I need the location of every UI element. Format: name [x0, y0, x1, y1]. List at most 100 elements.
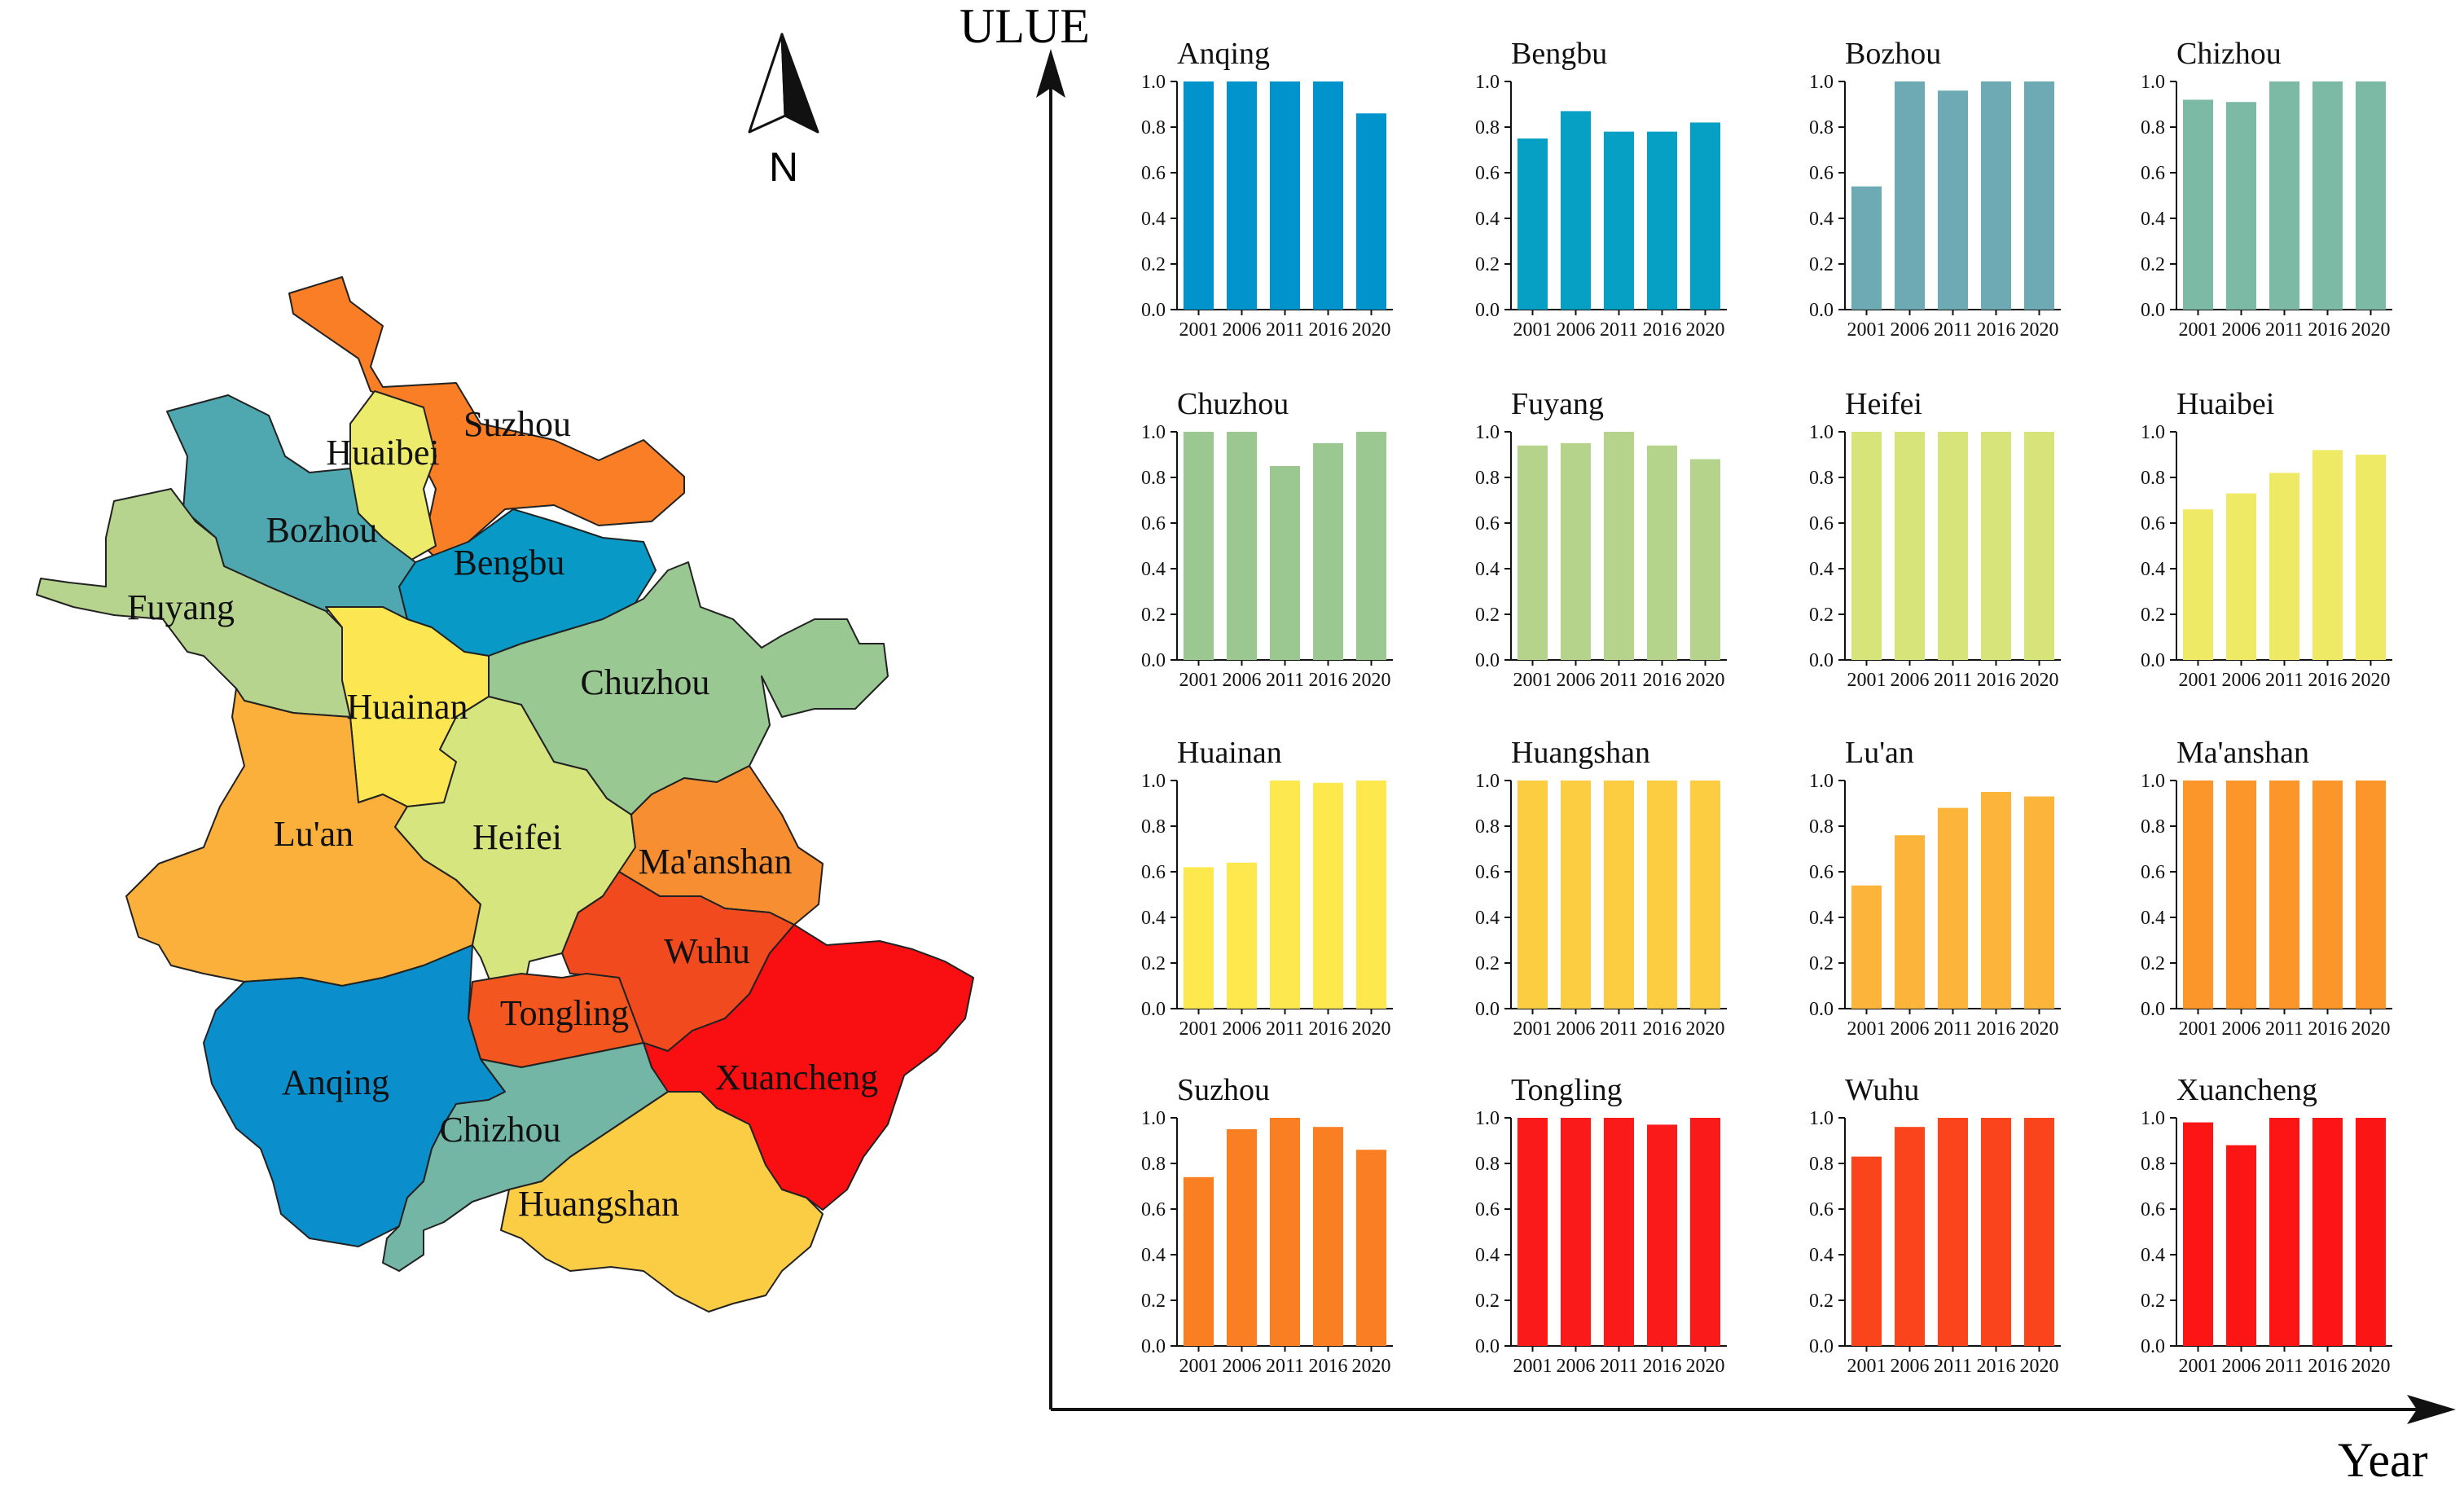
y-tick-label: 0.8 — [2141, 816, 2165, 838]
y-tick-label: 1.0 — [1809, 422, 1834, 443]
anhui-map — [36, 276, 974, 1313]
x-tick-label: 2001 — [1179, 670, 1219, 691]
x-tick-label: 2001 — [1513, 319, 1553, 341]
map-label-luan: Lu'an — [274, 814, 354, 854]
x-tick-label: 2011 — [1934, 319, 1972, 341]
bar-2016 — [1980, 792, 2012, 1009]
bar-2011 — [1937, 90, 1969, 310]
bar-2011 — [1269, 466, 1301, 660]
y-tick-label: 1.0 — [1809, 72, 1834, 93]
bar-2016 — [2312, 1118, 2343, 1346]
bar-2006 — [1560, 781, 1592, 1009]
y-tick-label: 1.0 — [2141, 1108, 2165, 1129]
y-tick-label: 0.2 — [1141, 605, 1166, 626]
panel-wuhu: Wuhu 0.0 0.2 0.4 0.6 0.8 1.0 2001 2006 2011 2016 20… — [1809, 1073, 2061, 1377]
bar-2011 — [1603, 781, 1635, 1009]
panel-title: Huaibei — [2176, 387, 2274, 421]
x-tick-label: 2020 — [2352, 670, 2391, 691]
panel-title: Suzhou — [1177, 1073, 1270, 1107]
panel-luan: Lu'an 0.0 0.2 0.4 0.6 0.8 1.0 2001 2006 2011 2016 2… — [1809, 736, 2061, 1040]
x-tick-label: 2011 — [1266, 670, 1304, 691]
y-tick-label: 0.8 — [1809, 1154, 1834, 1175]
bar-2016 — [1312, 443, 1344, 660]
x-tick-label: 2011 — [1934, 670, 1972, 691]
map-label-wuhu: Wuhu — [664, 931, 750, 971]
y-tick-label: 0.6 — [2141, 163, 2165, 184]
bar-2006 — [1226, 1129, 1258, 1346]
bar-2011 — [1603, 131, 1635, 310]
x-tick-label: 2006 — [1891, 1356, 1930, 1377]
map-label-huainan: Huainan — [346, 687, 468, 727]
y-tick-label: 0.2 — [1475, 1291, 1500, 1312]
x-tick-label: 2006 — [1223, 670, 1262, 691]
y-tick-label: 0.0 — [1809, 1336, 1834, 1357]
panel-title: Anqing — [1177, 37, 1270, 71]
x-tick-label: 2016 — [2308, 1018, 2348, 1040]
x-tick-label: 2020 — [1352, 670, 1391, 691]
bar-2020 — [1355, 113, 1387, 310]
map-label-huaibei: Huaibei — [326, 433, 439, 473]
bar-2016 — [2312, 450, 2343, 660]
y-tick-label: 1.0 — [1141, 72, 1166, 93]
y-tick-label: 0.0 — [1809, 650, 1834, 671]
x-tick-label: 2020 — [2352, 319, 2391, 341]
bar-2020 — [2355, 81, 2387, 310]
bar-2011 — [1937, 1118, 1969, 1346]
map-label-bozhou: Bozhou — [266, 510, 378, 550]
bar-2001 — [1183, 81, 1214, 310]
y-tick-label: 0.4 — [1141, 908, 1166, 929]
bar-2006 — [1894, 432, 1926, 660]
bar-2001 — [1517, 445, 1548, 660]
map-label-maanshan: Ma'anshan — [639, 842, 793, 882]
bar-2006 — [1560, 1118, 1592, 1346]
bar-2020 — [1355, 1150, 1387, 1346]
y-tick-label: 0.0 — [1475, 650, 1500, 671]
y-tick-label: 0.0 — [2141, 300, 2165, 321]
x-tick-label: 2001 — [1847, 1356, 1886, 1377]
y-tick-label: 0.4 — [1809, 1245, 1834, 1266]
y-tick-label: 0.6 — [1141, 513, 1166, 534]
x-tick-label: 2020 — [1686, 670, 1725, 691]
x-tick-label: 2006 — [2222, 1356, 2261, 1377]
bar-2006 — [1226, 862, 1258, 1009]
bar-2011 — [2269, 81, 2300, 310]
y-tick-label: 0.8 — [1475, 816, 1500, 838]
map-label-bengbu: Bengbu — [454, 543, 565, 583]
y-tick-label: 0.8 — [1475, 1154, 1500, 1175]
bar-2001 — [2182, 99, 2214, 310]
x-tick-label: 2020 — [2020, 319, 2059, 341]
y-tick-label: 0.6 — [1475, 163, 1500, 184]
x-tick-label: 2001 — [1179, 1018, 1219, 1040]
bar-2001 — [1851, 885, 1882, 1009]
x-tick-label: 2016 — [1643, 1356, 1682, 1377]
panel-title: Wuhu — [1845, 1073, 1919, 1107]
panel-title: Huainan — [1177, 736, 1282, 770]
y-tick-label: 0.2 — [1141, 953, 1166, 974]
y-tick-label: 0.4 — [1141, 209, 1166, 230]
bar-2016 — [1980, 1118, 2012, 1346]
x-tick-label: 2020 — [1686, 319, 1725, 341]
x-tick-label: 2011 — [2265, 670, 2304, 691]
x-tick-label: 2020 — [1352, 1018, 1391, 1040]
panel-title: Ma'anshan — [2176, 736, 2309, 770]
panel-title: Tongling — [1511, 1073, 1623, 1107]
x-tick-label: 2006 — [2222, 670, 2261, 691]
panel-title: Bengbu — [1511, 37, 1607, 71]
panel-bengbu: Bengbu 0.0 0.2 0.4 0.6 0.8 1.0 2001 2006 2011 2016… — [1475, 37, 1727, 341]
y-tick-label: 0.2 — [2141, 254, 2165, 275]
x-axis-label: Year — [2338, 1433, 2428, 1487]
x-tick-label: 2011 — [1600, 1356, 1638, 1377]
bar-2011 — [2269, 473, 2300, 660]
y-tick-label: 0.6 — [1475, 1199, 1500, 1220]
x-tick-label: 2016 — [2308, 1356, 2348, 1377]
bar-2006 — [2225, 781, 2257, 1009]
y-tick-label: 0.2 — [1475, 605, 1500, 626]
bar-2006 — [1894, 1127, 1926, 1346]
x-tick-label: 2011 — [1266, 1018, 1304, 1040]
y-axis-arrowhead-icon — [1036, 49, 1065, 98]
x-tick-label: 2020 — [1352, 1356, 1391, 1377]
panel-heifei: Heifei 0.0 0.2 0.4 0.6 0.8 1.0 2001 2006 2011 2016… — [1809, 387, 2061, 691]
y-tick-label: 0.2 — [2141, 953, 2165, 974]
